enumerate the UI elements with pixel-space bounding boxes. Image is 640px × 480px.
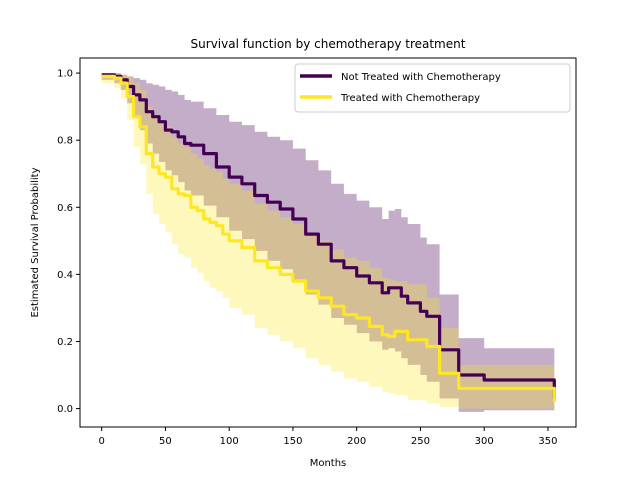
survival-lines (101, 73, 556, 402)
confidence-bands (101, 73, 555, 412)
plot-frame (79, 57, 577, 428)
legend-label-treated: Treated with Chemotherapy (340, 93, 480, 104)
x-tick-label: 300 (475, 436, 494, 447)
y-tick-label: 0.2 (57, 337, 73, 348)
survival-line-1 (101, 74, 556, 402)
x-tick-label: 50 (159, 436, 172, 447)
x-tick-label: 150 (283, 436, 302, 447)
legend-box (294, 63, 571, 113)
y-axis: 0.0 0.2 0.4 0.6 0.8 1.0 (57, 69, 80, 415)
x-tick-label: 0 (98, 436, 104, 447)
y-tick-label: 1.0 (57, 69, 73, 80)
confidence-band-1 (101, 73, 555, 409)
x-tick-label: 100 (220, 436, 239, 447)
x-tick-label: 200 (347, 436, 366, 447)
chart-title: Survival function by chemotherapy treatm… (191, 37, 466, 51)
legend: Not Treated with Chemotherapy Treated wi… (294, 63, 571, 113)
y-tick-label: 0.4 (57, 270, 73, 281)
y-axis-label: Estimated Survival Probability (30, 167, 41, 317)
x-axis: 0 50 100 150 200 250 300 350 (98, 427, 557, 447)
y-tick-label: 0.8 (57, 136, 73, 147)
survival-line-0 (101, 73, 556, 399)
x-axis-label: Months (310, 458, 347, 469)
y-tick-label: 0.6 (57, 203, 73, 214)
x-tick-label: 350 (538, 436, 557, 447)
legend-label-not-treated: Not Treated with Chemotherapy (341, 72, 501, 83)
y-tick-label: 0.0 (57, 404, 73, 415)
x-tick-label: 250 (411, 436, 430, 447)
